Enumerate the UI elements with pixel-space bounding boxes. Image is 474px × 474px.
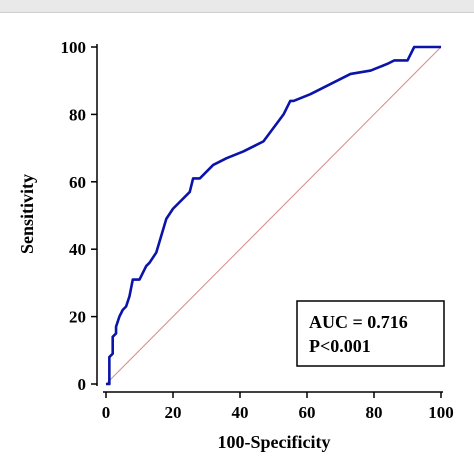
roc-curve-line (106, 45, 441, 386)
x-tick-label-100: 100 (428, 403, 454, 422)
x-tick-label-0: 0 (102, 403, 111, 422)
y-tick-label-60: 60 (69, 173, 86, 192)
y-axis-title: Sensitivity (17, 174, 37, 254)
x-tick-label-20: 20 (165, 403, 182, 422)
y-tick-label-100: 100 (61, 38, 87, 57)
x-tick-label-40: 40 (232, 403, 249, 422)
axes: 0 20 40 60 80 100 0 20 40 60 80 100 (61, 38, 454, 422)
y-tick-label-0: 0 (78, 375, 87, 394)
x-tick-label-80: 80 (366, 403, 383, 422)
series-group (105, 45, 442, 386)
auc-annotation: AUC = 0.716 P<0.001 (296, 300, 445, 367)
x-tick-label-60: 60 (299, 403, 316, 422)
y-tick-label-40: 40 (69, 240, 86, 259)
x-axis-title: 100-Specificity (218, 432, 331, 452)
reference-diagonal-line (105, 46, 442, 385)
annotation-auc: AUC = 0.716 (309, 312, 408, 332)
y-tick-label-20: 20 (69, 308, 86, 327)
annotation-box (296, 300, 445, 367)
top-band (0, 0, 474, 13)
y-tick-label-80: 80 (69, 105, 86, 124)
annotation-p-value: P<0.001 (309, 336, 371, 356)
